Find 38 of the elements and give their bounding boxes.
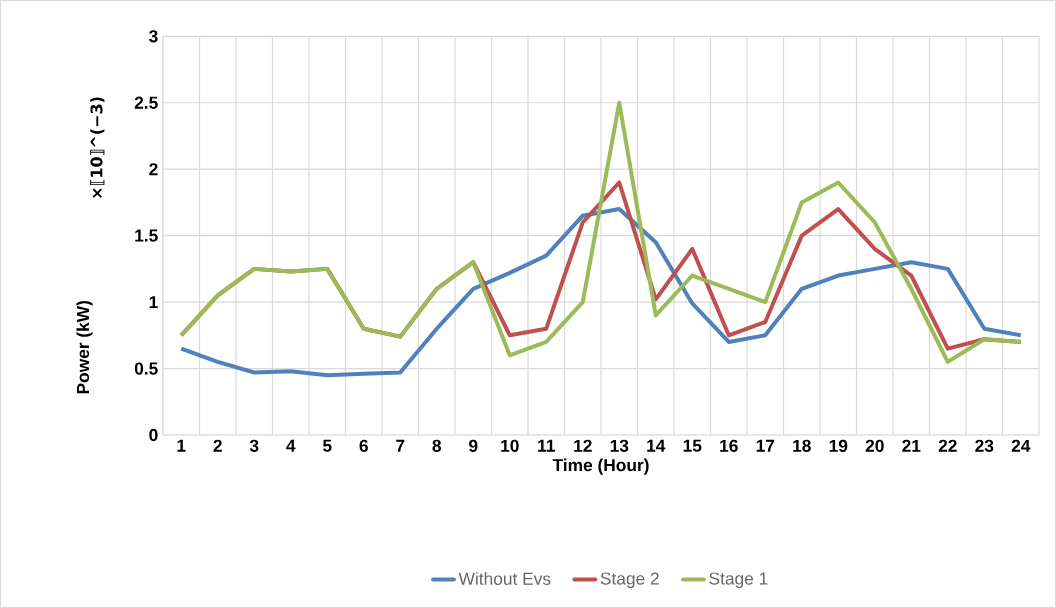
line-series xyxy=(179,207,1023,378)
x-tick-label: 11 xyxy=(538,439,555,452)
x-tick-label: 4 xyxy=(286,439,296,452)
text: ×⟦10⟧^(−3) xyxy=(90,97,105,198)
x-axis-title: Time (Hour) xyxy=(552,458,649,475)
legend-label: Stage 1 xyxy=(709,572,768,589)
x-tick-label: 15 xyxy=(683,439,702,452)
x-tick-label: 5 xyxy=(322,439,332,452)
legend-label: Stage 2 xyxy=(600,572,659,589)
y-tick-label: 1 xyxy=(149,296,158,309)
x-tick-label: 14 xyxy=(647,439,666,452)
y-tick-label: 3 xyxy=(149,30,158,43)
x-tick-label: 22 xyxy=(938,439,957,452)
x-tick-label: 1 xyxy=(177,439,186,452)
x-tick-label: 3 xyxy=(249,439,259,453)
x-tick-label: 19 xyxy=(829,439,848,452)
y-tick-label: 0.5 xyxy=(134,362,158,375)
x-tick-label: 21 xyxy=(902,439,921,452)
x-tick-label: 16 xyxy=(720,439,738,452)
x-tick-label: 17 xyxy=(756,439,775,452)
legend-label: Without Evs xyxy=(458,572,551,585)
y-tick-label: 0 xyxy=(149,428,158,442)
x-tick-label: 8 xyxy=(432,439,442,452)
x-tick-label: 13 xyxy=(610,439,629,453)
x-tick-label: 6 xyxy=(359,439,368,452)
x-tick-label: 20 xyxy=(865,439,884,452)
x-tick-label: 18 xyxy=(793,439,811,452)
x-tick-label: 10 xyxy=(501,439,519,452)
y-tick-label: 2 xyxy=(149,163,158,176)
x-tick-label: 23 xyxy=(975,439,994,453)
x-tick-label: 2 xyxy=(213,439,222,452)
y-tick-label: 1.5 xyxy=(135,229,158,242)
x-tick-label: 9 xyxy=(469,439,478,452)
x-tick-label: 7 xyxy=(396,439,405,452)
y-axis-title: Power (kW) xyxy=(76,300,93,394)
y-tick-label: 2.5 xyxy=(134,96,158,109)
x-tick-label: 24 xyxy=(1011,439,1031,452)
x-tick-label: 12 xyxy=(574,439,592,452)
